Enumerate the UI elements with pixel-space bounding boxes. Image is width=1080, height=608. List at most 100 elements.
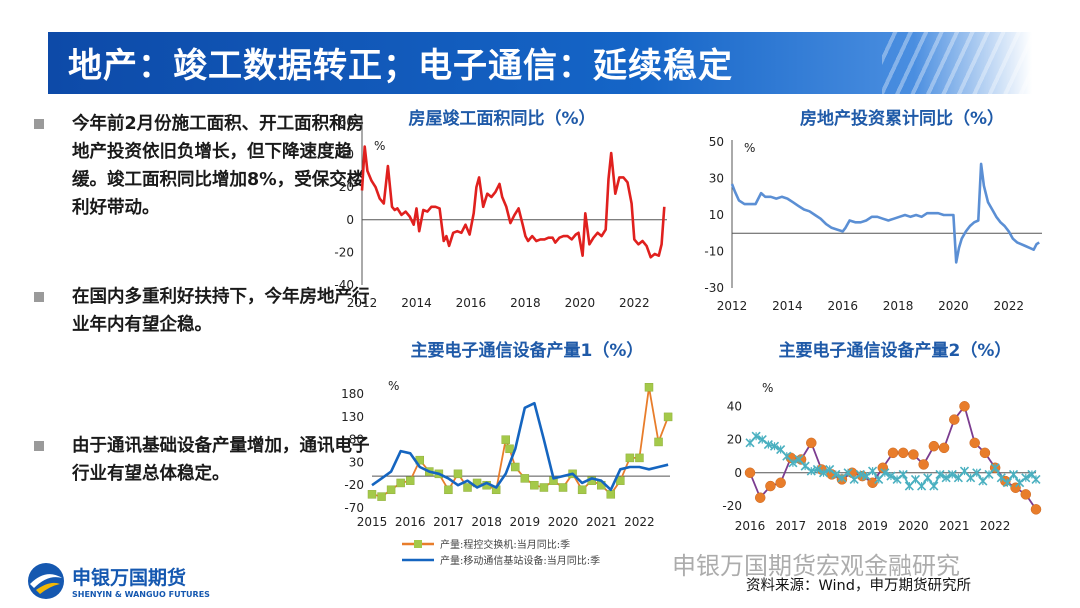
x-tick-label: 2019 [857,519,888,533]
data-point-x [769,441,780,451]
unit-label: % [374,139,385,153]
y-tick-label: 0 [346,213,354,227]
y-tick-label: 10 [709,208,724,222]
chart-telecom-equipment-2: 主要电子通信设备产量2（%） 40 20 0 -20 2016 2017 2018 2019 20… [700,330,1060,550]
data-point-square [505,444,514,454]
data-point-x [825,464,835,475]
y-tick-label: -30 [704,281,724,295]
y-tick-label: -70 [344,501,364,515]
bullet-item: 由于通讯基础设备产量增加，通讯电子行业有望总体稳定。 [30,432,372,488]
y-tick-label: -20 [722,499,742,513]
data-point-square [377,492,386,501]
y-tick-label: 130 [341,410,364,424]
logo-en-text: SHENYIN & WANGUO FUTURES [72,590,210,599]
data-point-circle [744,467,756,479]
data-point-x [818,468,829,478]
data-point-x [966,473,976,483]
x-tick-label: 2022 [994,299,1025,313]
data-point-x [837,473,847,483]
x-tick-label: 2017 [433,515,464,529]
data-point-x [898,469,908,479]
x-tick-label: 2012 [717,299,748,313]
page-title: 地产：竣工数据转正；电子通信：延续稳定 [68,46,733,86]
bullet-item: 今年前2月份施工面积、开工面积和房地产投资依旧负增长，但下降速度趋缓。竣工面积同… [30,110,372,222]
y-tick-label: -10 [704,245,724,259]
chart-svg: 房屋竣工面积同比（%） 60 40 20 0 -20 -40 2012 2014 2016 2018… [334,108,667,310]
series-line [360,145,666,259]
company-logo: 申银万国期货 SHENYIN & WANGUO FUTURES [22,560,232,602]
data-point-square [396,478,405,488]
data-point-square [539,483,549,492]
data-point-x [990,463,1000,473]
chart-telecom-equipment-1: 主要电子通信设备产量1（%） 180 130 80 30 -20 -70 2015 2016 20… [322,330,692,570]
data-point-circle [908,449,919,460]
source-note: 资料来源：Wind，申万期货研究所 [746,578,971,594]
data-point-square [386,485,396,495]
bullet-square-icon [34,119,44,129]
data-point-x [831,469,841,479]
y-tick-label: -40 [334,278,354,292]
x-tick-label: 2018 [883,299,914,313]
y-tick-label: 40 [727,399,742,413]
data-point-circle [928,440,940,452]
chart-real-estate-investment: 房地产投资累计同比（%） 50 30 10 -10 -30 2012 2014 2016 2018… [692,100,1052,320]
data-point-x [886,471,896,481]
data-point-x [757,434,767,445]
x-tick-label: 2016 [395,515,426,529]
chart-title: 房地产投资累计同比（%） [800,108,1004,129]
x-tick-label: 2018 [471,515,502,529]
data-point-x [788,458,798,468]
y-tick-label: 80 [349,433,364,447]
x-tick-label: 2016 [827,299,858,313]
x-tick-label: 2022 [980,519,1011,533]
data-point-circle [969,437,980,449]
data-point-square [405,476,415,485]
data-point-x [1015,478,1025,488]
x-tick-label: 2021 [939,519,970,533]
y-tick-label: -20 [344,478,364,492]
x-tick-label: 2014 [401,296,432,310]
x-tick-label: 2018 [510,296,541,310]
bullet-text: 在国内多重利好扶持下，今年房地产行业年内有望企稳。 [72,287,370,335]
watermark: 申银万国期货宏观金融研究 [672,552,960,580]
data-point-square [558,483,568,492]
y-tick-label: 180 [341,387,364,401]
data-point-x [917,481,927,491]
data-point-x [972,468,982,478]
bullet-item: 在国内多重利好扶持下，今年房地产行业年内有望企稳。 [30,283,372,339]
chart-title: 主要电子通信设备产量1（%） [411,340,644,361]
data-point-circle [765,480,776,492]
data-point-square [463,483,472,492]
x-tick-label: 2019 [510,515,541,529]
data-point-circle [1030,504,1042,515]
data-point-x [861,471,872,481]
unit-label: % [762,381,773,395]
data-point-x [923,473,933,483]
x-tick-label: 2020 [565,296,596,310]
y-tick-label: 30 [709,172,724,186]
y-tick-label: 60 [339,115,354,129]
data-point-x [941,473,951,483]
data-point-x [1031,474,1041,484]
x-tick-label: 2014 [772,299,803,313]
data-point-circle [806,437,817,449]
data-point-x [1008,469,1019,479]
data-point-circle [918,459,929,470]
data-point-square [511,462,520,472]
bullet-text: 今年前2月份施工面积、开工面积和房地产投资依旧负增长，但下降速度趋缓。竣工面积同… [72,114,365,218]
x-tick-label: 2015 [357,515,388,529]
data-point-x [1021,473,1031,483]
unit-label: % [388,379,399,393]
chart-title: 房屋竣工面积同比（%） [408,108,595,129]
x-tick-label: 2020 [898,519,929,533]
logo-mark-icon [28,563,64,599]
data-point-x [812,464,822,475]
series-line [730,162,1040,264]
data-point-x [751,431,761,441]
bullet-square-icon [34,441,44,451]
data-point-circle [754,492,766,503]
x-tick-label: 2012 [347,296,378,310]
data-point-circle [938,442,950,454]
x-tick-label: 2018 [816,519,847,533]
